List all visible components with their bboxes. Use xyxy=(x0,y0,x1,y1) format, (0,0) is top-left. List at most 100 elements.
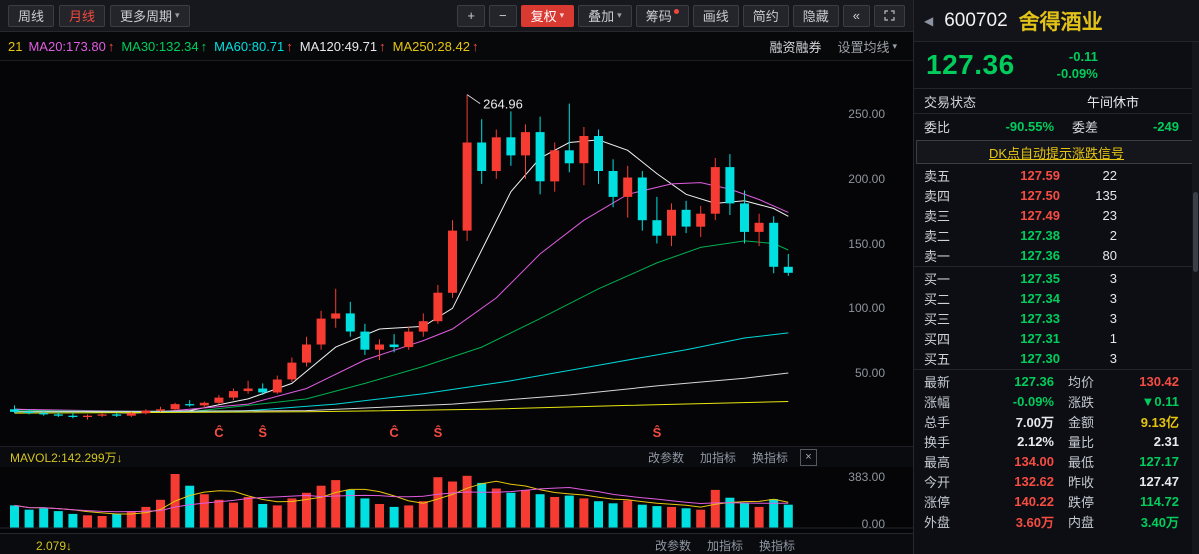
overlay-button[interactable]: 叠加 ▾ xyxy=(578,4,632,27)
candle-body xyxy=(769,222,779,267)
buy-order-row[interactable]: 买五 127.30 3 xyxy=(914,348,1199,368)
buy-quantity: 1 xyxy=(1109,330,1117,346)
annotation-price: 264.96 xyxy=(483,97,523,112)
buy-price: 127.31 xyxy=(1020,330,1060,346)
simple-mode-button-label: 简约 xyxy=(752,9,779,24)
sell-order-row[interactable]: 卖四 127.50 135 xyxy=(914,185,1199,205)
sell-level-label: 卖一 xyxy=(924,248,951,264)
volume-chart[interactable]: 383.00 0.00 xyxy=(0,467,913,533)
candle-body xyxy=(448,230,457,293)
stat-label: 最新 xyxy=(924,374,951,390)
sell-order-row[interactable]: 卖一 127.36 80 xyxy=(914,245,1199,265)
buy-quantity: 3 xyxy=(1109,290,1117,306)
stat-label: 均价 xyxy=(1068,374,1095,390)
collapse-toolbar-button-label: « xyxy=(852,8,860,23)
zoom-out-button[interactable]: − xyxy=(489,4,517,27)
more-periods-tab[interactable]: 更多周期 ▾ xyxy=(110,4,190,27)
fullscreen-button[interactable] xyxy=(874,4,905,27)
sell-order-row[interactable]: 卖五 127.59 22 xyxy=(914,165,1199,185)
stat-row: 总手 7.00万 金额 9.13亿 xyxy=(914,411,1199,431)
weekly-tab[interactable]: 周线 xyxy=(8,4,55,27)
close-pane-button[interactable]: × xyxy=(800,448,817,466)
zoom-in-button[interactable]: + xyxy=(457,4,486,27)
volume-bar xyxy=(404,505,414,528)
volume-bar xyxy=(53,511,63,528)
margin-trading-link[interactable]: 融资融券 xyxy=(769,39,822,55)
volume-link-2[interactable]: 换指标 xyxy=(751,450,788,465)
candle-body xyxy=(229,391,238,398)
volume-link-0[interactable]: 改参数 xyxy=(647,450,684,465)
order-ratio-row: 委比 -90.55% 委差 -249 xyxy=(914,114,1199,139)
panel-scrollbar[interactable] xyxy=(1192,42,1199,554)
price-summary: 127.36 -0.11 -0.09% xyxy=(914,42,1199,88)
buy-price: 127.35 xyxy=(1020,270,1060,286)
candle-body xyxy=(564,150,574,164)
indicator-link-0[interactable]: 改参数 xyxy=(654,539,691,553)
simple-mode-button[interactable]: 简约 xyxy=(742,4,789,27)
event-marker: Ĉ xyxy=(214,425,224,440)
weekly-tab-label: 周线 xyxy=(18,9,45,24)
volume-bar xyxy=(331,480,341,528)
monthly-tab[interactable]: 月线 xyxy=(59,4,106,27)
adjust-price-button[interactable]: 复权 ▾ xyxy=(520,4,575,27)
buy-order-row[interactable]: 买一 127.35 3 xyxy=(914,268,1199,288)
buy-order-row[interactable]: 买二 127.34 3 xyxy=(914,288,1199,308)
volume-link-1[interactable]: 加指标 xyxy=(699,450,736,465)
trade-status-label: 交易状态 xyxy=(924,94,977,110)
quote-panel-header: ◀ 600702 舍得酒业 xyxy=(914,0,1199,42)
hide-button[interactable]: 隐藏 xyxy=(792,4,839,27)
candle-body xyxy=(360,331,370,350)
volume-bar xyxy=(740,502,749,528)
mavol-label: MAVOL2:142.299万↓ xyxy=(10,450,123,465)
stat-label: 涨停 xyxy=(924,494,951,510)
buy-order-row[interactable]: 买三 127.33 3 xyxy=(914,308,1199,328)
stat-row: 外盘 3.60万 内盘 3.40万 xyxy=(914,511,1199,531)
chart-column: 周线 月线 更多周期 ▾ + − 复权 ▾ 叠加 ▾ 筹码 画线 简约 隐藏 « 21 MA20:173.… xyxy=(0,0,913,554)
indicator-link-2[interactable]: 换指标 xyxy=(758,539,795,553)
collapse-panel-icon[interactable]: ◀ xyxy=(924,13,934,28)
buy-order-row[interactable]: 买四 127.31 1 xyxy=(914,328,1199,348)
chip-distribution-button[interactable]: 筹码 xyxy=(635,4,689,27)
sell-order-row[interactable]: 卖二 127.38 2 xyxy=(914,225,1199,245)
stock-code: 600702 xyxy=(944,9,1008,31)
dk-signal-banner[interactable]: DK点自动提示涨跌信号 xyxy=(916,140,1197,164)
price-change-block: -0.11 -0.09% xyxy=(1057,48,1098,82)
sell-quantity: 80 xyxy=(1102,247,1117,263)
candle-body xyxy=(375,344,384,350)
candle-body xyxy=(185,404,195,406)
sell-price: 127.59 xyxy=(1020,167,1060,183)
ma-labels: MA20:173.80 ↑ MA30:132.34 ↑ MA60:80.71 ↑ MA120… xyxy=(28,39,485,54)
collapse-toolbar-button[interactable]: « xyxy=(842,4,870,27)
weibi-label: 委比 xyxy=(924,120,951,135)
stat-row: 今开 132.62 昨收 127.47 xyxy=(914,471,1199,491)
candle-body xyxy=(433,292,443,322)
ma-settings-button[interactable]: 设置均线 ▾ xyxy=(837,37,897,56)
candle-body xyxy=(170,404,180,410)
stat-value: 127.17 xyxy=(1139,453,1179,469)
candle-body xyxy=(258,388,268,393)
candle-body xyxy=(331,313,341,319)
stat-row: 涨幅 -0.09% 涨跌 ▼0.11 xyxy=(914,391,1199,411)
candle-body xyxy=(652,220,662,236)
stat-value: 134.00 xyxy=(1014,453,1054,469)
candle-body xyxy=(141,410,151,414)
draw-line-button[interactable]: 画线 xyxy=(692,4,739,27)
candle-body xyxy=(243,388,253,392)
ma-label: MA20:173.80 xyxy=(28,38,106,54)
stat-value: 114.72 xyxy=(1139,493,1179,509)
sell-quantity: 22 xyxy=(1102,167,1117,183)
indicator-link-1[interactable]: 加指标 xyxy=(706,539,743,553)
candlestick-chart[interactable]: Ĉ Ŝ Ĉ Ŝ Ŝ 264.96 250.00 200.00 150.00 100.00 50.0… xyxy=(0,61,913,446)
sell-order-row[interactable]: 卖三 127.49 23 xyxy=(914,205,1199,225)
volume-bar xyxy=(462,475,472,528)
scrollbar-thumb[interactable] xyxy=(1193,192,1198,272)
volume-bar xyxy=(506,492,516,528)
volume-bar xyxy=(68,513,78,528)
candle-body xyxy=(39,413,49,415)
weicha-label: 委差 xyxy=(1072,120,1099,135)
volume-bar xyxy=(243,497,253,528)
volume-bar xyxy=(97,516,107,528)
weicha-value: -249 xyxy=(1152,119,1179,134)
quote-panel: ◀ 600702 舍得酒业 127.36 -0.11 -0.09% 交易状态 午… xyxy=(913,0,1199,554)
